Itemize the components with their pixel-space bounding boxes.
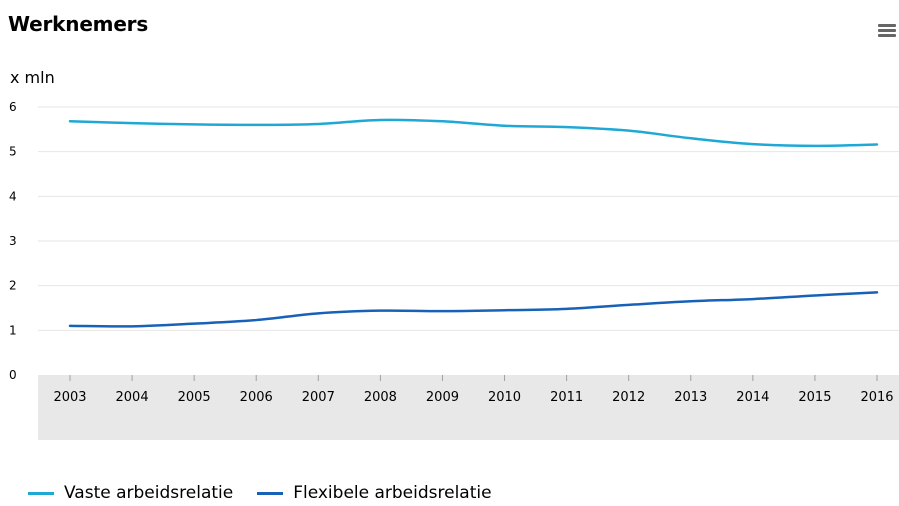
y-tick-label: 4 — [9, 189, 17, 203]
x-tick-label: 2015 — [798, 390, 831, 405]
legend-label-flexibele: Flexibele arbeidsrelatie — [293, 483, 492, 503]
x-tick-label: 2012 — [612, 390, 645, 405]
x-tick-label: 2005 — [178, 390, 211, 405]
y-tick-label: 2 — [9, 279, 17, 293]
menu-line — [878, 24, 896, 27]
y-tick-label: 1 — [9, 323, 17, 337]
x-tick-label: 2011 — [550, 390, 583, 405]
x-tick-label: 2009 — [426, 390, 459, 405]
y-tick-label: 6 — [9, 100, 17, 114]
x-tick-label: 2008 — [364, 390, 397, 405]
series-layer — [68, 118, 879, 328]
legend-item-vaste[interactable]: Vaste arbeidsrelatie — [28, 483, 233, 503]
x-tick-label: 2004 — [116, 390, 149, 405]
legend-item-flexibele[interactable]: Flexibele arbeidsrelatie — [257, 483, 492, 503]
y-axis-unit-label: x mln — [10, 68, 55, 87]
y-axis: 0 1 2 3 4 5 6 — [9, 100, 17, 382]
series-line-flexibele[interactable] — [68, 291, 879, 328]
legend-label-vaste: Vaste arbeidsrelatie — [64, 483, 234, 503]
grid-layer — [38, 106, 899, 331]
legend-swatch-flexibele — [257, 491, 284, 495]
x-tick-label: 2014 — [736, 390, 769, 405]
x-tick-label: 2016 — [860, 390, 893, 405]
y-tick-label: 3 — [9, 234, 17, 248]
x-tick-label: 2013 — [674, 390, 707, 405]
legend-swatch-vaste — [28, 491, 54, 495]
hamburger-menu-icon[interactable] — [878, 24, 896, 40]
menu-line — [878, 29, 896, 32]
chart-title: Werknemers — [8, 12, 149, 36]
y-tick-label: 0 — [9, 368, 17, 382]
x-tick-label: 2006 — [240, 390, 273, 405]
legend: Vaste arbeidsrelatie Flexibele arbeidsre… — [28, 483, 516, 503]
x-tick-label: 2003 — [53, 390, 86, 405]
x-axis-band — [38, 375, 899, 440]
y-tick-label: 5 — [9, 145, 17, 159]
line-chart: 2003 2004 2005 2006 2007 2008 2009 2010 2011 2012… — [9, 100, 899, 440]
x-tick-label: 2010 — [488, 390, 521, 405]
x-tick-label: 2007 — [302, 390, 335, 405]
x-axis: 2003 2004 2005 2006 2007 2008 2009 2010 2011 2012… — [38, 375, 899, 440]
menu-line — [878, 34, 896, 37]
series-line-vaste[interactable] — [68, 118, 879, 148]
